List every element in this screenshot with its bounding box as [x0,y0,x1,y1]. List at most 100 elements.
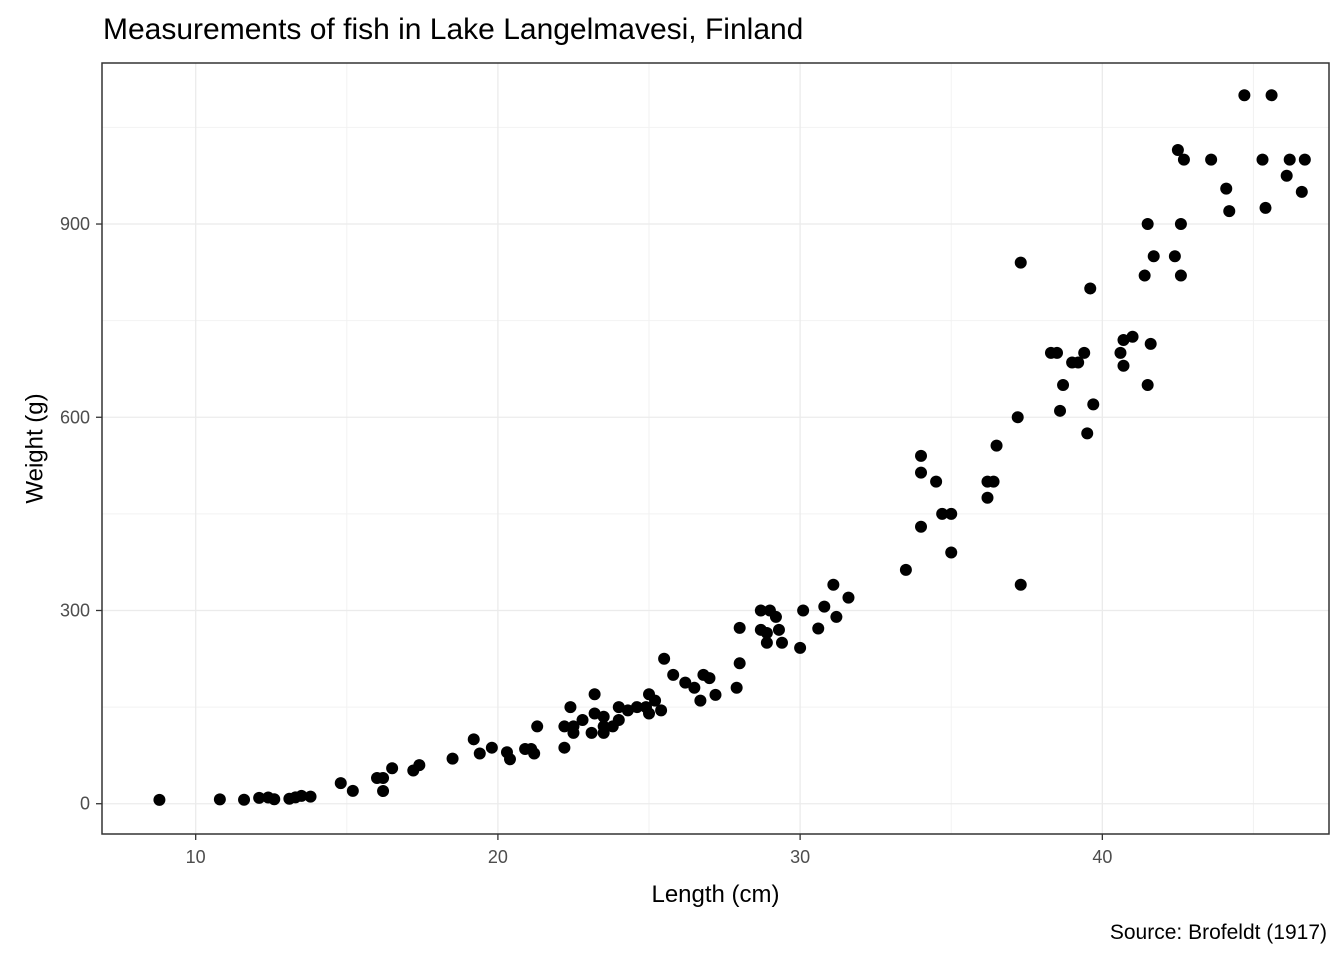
data-point [268,793,281,806]
major-gridlines [102,63,1329,834]
data-point [658,652,671,665]
data-point [1220,182,1233,195]
data-point [558,741,571,754]
data-point [564,701,577,714]
data-point [1298,153,1311,166]
data-point [769,610,782,623]
data-point [473,747,486,760]
data-point [945,507,958,520]
data-point [1174,218,1187,231]
data-point [775,636,788,649]
data-point [153,793,166,806]
data-point [760,627,773,640]
data-point [1084,282,1097,295]
data-point [842,591,855,604]
data-point [1177,153,1190,166]
data-point [253,791,266,804]
data-point [630,701,643,714]
data-point [1054,404,1067,417]
data-point [915,520,928,533]
data-point [1117,359,1130,372]
data-point [1078,346,1091,359]
data-point [797,604,810,617]
data-point [830,610,843,623]
data-point [760,636,773,649]
data-point [1205,153,1218,166]
data-point [1256,153,1269,166]
data-point [1072,356,1085,369]
data-point [733,657,746,670]
panel-border [101,62,1330,835]
x-tick-label: 40 [1092,847,1112,867]
data-point [1014,256,1027,269]
data-point [1141,218,1154,231]
data-point [679,676,692,689]
data-point [238,793,251,806]
data-point [446,752,459,765]
x-tick-label: 20 [488,847,508,867]
data-point [772,623,785,636]
data-point [818,600,831,613]
minor-gridlines [102,63,1329,834]
data-point [1295,185,1308,198]
data-point [1014,578,1027,591]
data-point [754,604,767,617]
data-point [413,759,426,772]
data-point [1147,250,1160,263]
data-point [304,790,317,803]
y-tick-label: 300 [60,600,90,620]
data-point [531,720,544,733]
data-point [1087,398,1100,411]
data-point [703,672,716,685]
x-axis-title: Length (cm) [651,881,779,908]
data-point [990,439,1003,452]
data-point [1283,153,1296,166]
data-point [334,777,347,790]
data-point [612,701,625,714]
data-point [567,720,580,733]
data-point [377,785,390,798]
data-point [1138,269,1151,282]
data-point [295,789,308,802]
data-point [827,578,840,591]
data-point [597,720,610,733]
data-point [346,784,359,797]
data-point [643,707,656,720]
data-point [1114,346,1127,359]
data-point [1057,379,1070,392]
data-point [1081,427,1094,440]
data-point [1117,333,1130,346]
data-point [1238,89,1251,102]
data-point [730,681,743,694]
y-tick-label: 900 [60,214,90,234]
x-axis-ticks: 10 20 30 40 [186,834,1112,867]
data-point [733,621,746,634]
data-point [621,704,634,717]
data-point [1011,411,1024,424]
data-point [667,668,680,681]
y-axis-title: Weight (g) [22,393,49,503]
y-axis-ticks: 0 300 600 900 [60,214,102,814]
data-point [1223,205,1236,218]
data-point [936,507,949,520]
data-point [528,747,541,760]
data-point [1171,143,1184,156]
data-point [1280,169,1293,182]
data-point [899,563,912,576]
data-point [655,704,668,717]
data-point [930,475,943,488]
data-point [1051,346,1064,359]
x-tick-label: 10 [186,847,206,867]
y-tick-label: 0 [80,794,90,814]
data-point [1141,379,1154,392]
data-point [981,491,994,504]
data-point [1168,250,1181,263]
chart-caption: Source: Brofeldt (1917) [1109,921,1327,944]
data-point [987,475,1000,488]
data-point [794,641,807,654]
data-point [576,713,589,726]
y-tick-label: 600 [60,407,90,427]
data-point [558,720,571,733]
x-tick-label: 30 [790,847,810,867]
